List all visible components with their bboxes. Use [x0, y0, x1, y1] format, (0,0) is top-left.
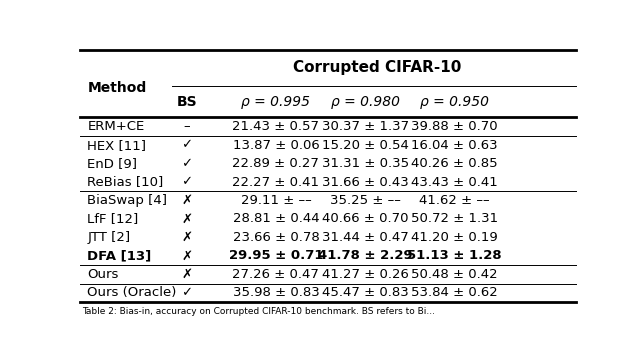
Text: 35.98 ± 0.83: 35.98 ± 0.83 — [232, 286, 319, 299]
Text: Ours: Ours — [88, 268, 119, 281]
Text: 53.84 ± 0.62: 53.84 ± 0.62 — [411, 286, 498, 299]
Text: 39.88 ± 0.70: 39.88 ± 0.70 — [411, 120, 498, 133]
Text: 29.95 ± 0.71: 29.95 ± 0.71 — [228, 250, 323, 262]
Text: HEX [11]: HEX [11] — [88, 139, 147, 151]
Text: LfF [12]: LfF [12] — [88, 212, 139, 226]
Text: Method: Method — [88, 81, 147, 95]
Text: ERM+CE: ERM+CE — [88, 120, 145, 133]
Text: 31.44 ± 0.47: 31.44 ± 0.47 — [322, 231, 408, 244]
Text: 41.27 ± 0.26: 41.27 ± 0.26 — [322, 268, 408, 281]
Text: 30.37 ± 1.37: 30.37 ± 1.37 — [322, 120, 409, 133]
Text: ✗: ✗ — [181, 231, 192, 244]
Text: 27.26 ± 0.47: 27.26 ± 0.47 — [232, 268, 319, 281]
Text: 13.87 ± 0.06: 13.87 ± 0.06 — [232, 139, 319, 151]
Text: 29.11 ± ––: 29.11 ± –– — [241, 194, 311, 207]
Text: 21.43 ± 0.57: 21.43 ± 0.57 — [232, 120, 319, 133]
Text: ρ = 0.995: ρ = 0.995 — [241, 95, 310, 109]
Text: 23.66 ± 0.78: 23.66 ± 0.78 — [232, 231, 319, 244]
Text: 28.81 ± 0.44: 28.81 ± 0.44 — [232, 212, 319, 226]
Text: BiaSwap [4]: BiaSwap [4] — [88, 194, 168, 207]
Text: ρ = 0.950: ρ = 0.950 — [420, 95, 489, 109]
Text: 15.20 ± 0.54: 15.20 ± 0.54 — [322, 139, 408, 151]
Text: ρ = 0.980: ρ = 0.980 — [331, 95, 400, 109]
Text: Table 2: Bias-in, accuracy on Corrupted CIFAR-10 benchmark. BS refers to Bi...: Table 2: Bias-in, accuracy on Corrupted … — [83, 307, 435, 316]
Text: ✓: ✓ — [181, 175, 192, 189]
Text: 22.89 ± 0.27: 22.89 ± 0.27 — [232, 157, 319, 170]
Text: 51.13 ± 1.28: 51.13 ± 1.28 — [407, 250, 502, 262]
Text: 41.62 ± ––: 41.62 ± –– — [419, 194, 490, 207]
Text: –: – — [183, 120, 190, 133]
Text: ✓: ✓ — [181, 157, 192, 170]
Text: 40.66 ± 0.70: 40.66 ± 0.70 — [322, 212, 408, 226]
Text: ✓: ✓ — [181, 139, 192, 151]
Text: Corrupted CIFAR-10: Corrupted CIFAR-10 — [293, 60, 462, 75]
Text: 41.78 ± 2.29: 41.78 ± 2.29 — [318, 250, 413, 262]
Text: Ours (Oracle): Ours (Oracle) — [88, 286, 177, 299]
Text: 31.31 ± 0.35: 31.31 ± 0.35 — [322, 157, 409, 170]
Text: 43.43 ± 0.41: 43.43 ± 0.41 — [411, 175, 498, 189]
Text: ✗: ✗ — [181, 194, 192, 207]
Text: ReBias [10]: ReBias [10] — [88, 175, 164, 189]
Text: 50.48 ± 0.42: 50.48 ± 0.42 — [411, 268, 498, 281]
Text: ✗: ✗ — [181, 268, 192, 281]
Text: ✗: ✗ — [181, 250, 192, 262]
Text: 50.72 ± 1.31: 50.72 ± 1.31 — [411, 212, 498, 226]
Text: JTT [2]: JTT [2] — [88, 231, 131, 244]
Text: 40.26 ± 0.85: 40.26 ± 0.85 — [411, 157, 498, 170]
Text: 41.20 ± 0.19: 41.20 ± 0.19 — [411, 231, 498, 244]
Text: ✓: ✓ — [181, 286, 192, 299]
Text: ✗: ✗ — [181, 212, 192, 226]
Text: 16.04 ± 0.63: 16.04 ± 0.63 — [411, 139, 498, 151]
Text: 45.47 ± 0.83: 45.47 ± 0.83 — [322, 286, 408, 299]
Text: DFA [13]: DFA [13] — [88, 250, 152, 262]
Text: EnD [9]: EnD [9] — [88, 157, 138, 170]
Text: 31.66 ± 0.43: 31.66 ± 0.43 — [322, 175, 408, 189]
Text: BS: BS — [177, 95, 197, 109]
Text: 22.27 ± 0.41: 22.27 ± 0.41 — [232, 175, 319, 189]
Text: 35.25 ± ––: 35.25 ± –– — [330, 194, 401, 207]
